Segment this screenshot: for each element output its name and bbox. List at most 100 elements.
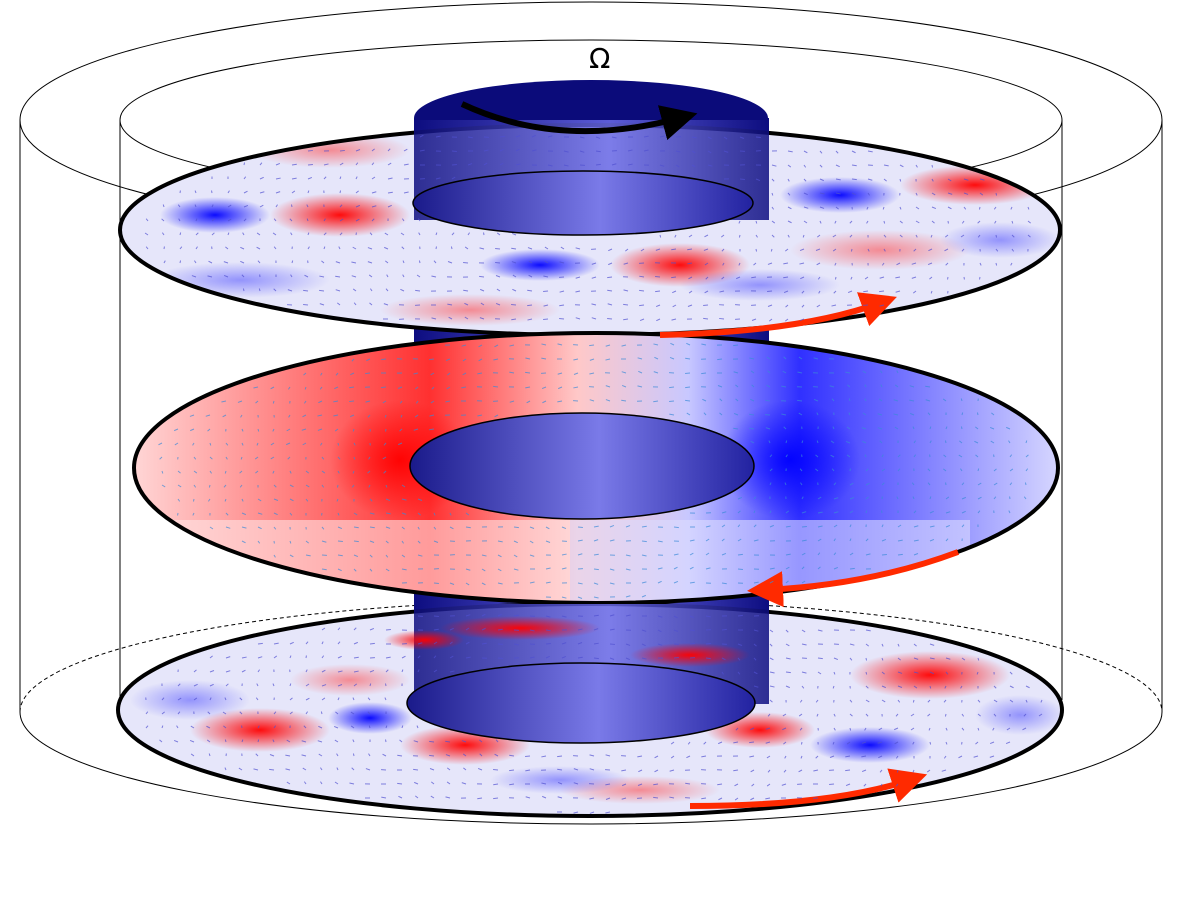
flow-vector (670, 342, 675, 346)
flow-vector (497, 628, 503, 631)
flow-vector (960, 426, 963, 430)
flow-vector (479, 288, 485, 292)
flow-vector (687, 248, 693, 251)
flow-vector (621, 783, 627, 787)
flow-vector (257, 540, 261, 544)
flow-vector (577, 553, 583, 556)
flow-vector (960, 468, 963, 472)
flow-vector (384, 246, 389, 250)
flow-vector (782, 713, 787, 717)
flow-vector (707, 136, 712, 140)
flow-vector (513, 540, 518, 544)
flow-vector (365, 768, 371, 771)
flow-vector (193, 470, 198, 474)
flow-vector (611, 163, 617, 166)
flow-vector (542, 795, 547, 799)
flow-vector (787, 192, 791, 196)
flow-vector (467, 232, 470, 236)
flow-vector (579, 150, 585, 153)
flow-vector (1025, 685, 1030, 689)
flow-vector (289, 484, 294, 488)
flow-vector (369, 302, 373, 306)
flow-vector (272, 470, 275, 474)
rotation-arrow (460, 101, 698, 141)
flow-vector (257, 512, 263, 515)
flow-vector (561, 596, 567, 599)
flow-vector (767, 304, 773, 307)
flow-vector (593, 642, 599, 645)
flow-vector (353, 554, 359, 558)
flow-vector (785, 304, 789, 308)
flow-vector (577, 596, 583, 599)
flow-vector (819, 164, 823, 168)
flow-vector (401, 669, 404, 673)
flow-vector (401, 725, 404, 729)
flow-vector (881, 685, 886, 689)
flow-vector (285, 442, 291, 446)
flow-vector (509, 754, 515, 757)
flow-vector (338, 246, 341, 250)
flow-vector (494, 344, 499, 348)
flow-vector (337, 554, 343, 557)
flow-vector (161, 711, 165, 715)
flow-vector (733, 344, 739, 347)
flow-vector (845, 769, 851, 772)
flow-vector (558, 386, 563, 390)
flow-vector (417, 540, 421, 544)
flow-vector (385, 288, 389, 292)
flow-vector (369, 498, 373, 502)
flow-vector (289, 554, 294, 558)
flow-vector (865, 657, 868, 661)
flow-vector (559, 261, 565, 264)
flow-vector (717, 385, 723, 388)
flow-vector (225, 526, 231, 529)
flow-vector (621, 344, 627, 347)
flow-vector (834, 220, 837, 224)
flow-vector (882, 206, 885, 210)
flow-vector (801, 580, 806, 584)
flow-vectors-1 (158, 342, 1029, 599)
flow-vector (339, 162, 344, 166)
flow-vector (208, 753, 211, 757)
flow-vector (927, 262, 933, 266)
flow-vector (225, 456, 228, 460)
flow-vector (593, 582, 599, 585)
flow-vector (930, 290, 933, 294)
flow-vector (910, 727, 915, 731)
flow-vector (911, 262, 917, 265)
flow-vector (208, 260, 213, 264)
flow-vector (369, 642, 375, 645)
flow-vector (337, 442, 340, 446)
flow-vector (977, 510, 981, 514)
flow-vector (765, 797, 771, 800)
flow-vector (227, 218, 232, 222)
flow-vector (801, 643, 807, 646)
flow-vector (768, 318, 773, 322)
flow-vector (256, 246, 261, 250)
flow-vector (369, 568, 373, 572)
flow-vector (431, 317, 437, 320)
flow-vector (430, 795, 435, 799)
flow-vector (209, 442, 212, 446)
flow-vector (832, 234, 837, 238)
flow-vector (701, 343, 707, 346)
flow-vector (241, 526, 247, 529)
flow-vector (385, 568, 390, 572)
flow-vector (689, 552, 694, 556)
flow-vector (321, 627, 326, 631)
flow-vector (177, 470, 181, 474)
flow-vector (749, 413, 755, 416)
flow-vector (847, 384, 851, 388)
flow-vector (541, 343, 547, 346)
flow-vector (864, 384, 867, 388)
flow-vector (291, 177, 297, 180)
flow-vector (929, 525, 935, 528)
flow-vector (862, 370, 867, 374)
flow-vector (323, 232, 327, 236)
flow-vector (931, 192, 936, 196)
flow-vector (751, 318, 757, 321)
flow-vector (813, 357, 819, 360)
flow-vector (386, 274, 389, 278)
flow-vector (497, 540, 503, 543)
flow-vector (975, 741, 979, 745)
